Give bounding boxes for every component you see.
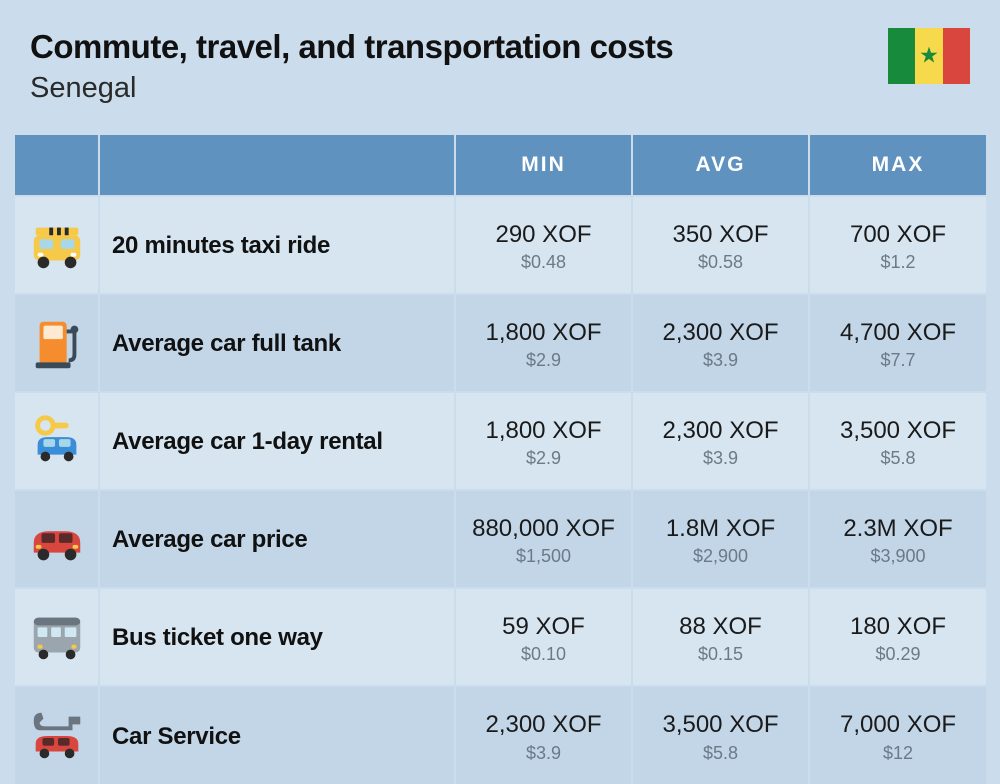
usd-value: $0.10	[464, 644, 623, 665]
usd-value: $3.9	[641, 448, 800, 469]
usd-value: $5.8	[641, 743, 800, 764]
header-blank-label	[99, 135, 455, 196]
table-row: Bus ticket one way59 XOF$0.1088 XOF$0.15…	[15, 588, 986, 686]
cell-avg: 2,300 XOF$3.9	[632, 392, 809, 490]
fuel-icon	[15, 294, 99, 392]
car-icon	[15, 490, 99, 588]
cell-max: 180 XOF$0.29	[809, 588, 986, 686]
cell-avg: 2,300 XOF$3.9	[632, 294, 809, 392]
row-label: 20 minutes taxi ride	[99, 196, 455, 294]
xof-value: 59 XOF	[464, 611, 623, 642]
xof-value: 7,000 XOF	[818, 709, 978, 740]
table-row: 20 minutes taxi ride290 XOF$0.48350 XOF$…	[15, 196, 986, 294]
usd-value: $3.9	[464, 743, 623, 764]
xof-value: 3,500 XOF	[641, 709, 800, 740]
header: Commute, travel, and transportation cost…	[0, 0, 1000, 123]
flag-stripe-green	[888, 28, 915, 84]
cell-avg: 88 XOF$0.15	[632, 588, 809, 686]
cell-avg: 3,500 XOF $5.8	[632, 686, 809, 784]
table-row: Car Service 2,300 XOF $3.9 3,500 XOF $5.8 7,0…	[15, 686, 986, 784]
usd-value: $0.48	[464, 252, 623, 273]
cell-max: 7,000 XOF $12	[809, 686, 986, 784]
usd-value: $2.9	[464, 448, 623, 469]
row-label: Car Service	[99, 686, 455, 784]
xof-value: 4,700 XOF	[818, 317, 978, 348]
cell-avg: 1.8M XOF$2,900	[632, 490, 809, 588]
usd-value: $7.7	[818, 350, 978, 371]
taxi-icon	[15, 196, 99, 294]
page-title: Commute, travel, and transportation cost…	[30, 28, 888, 66]
header-text: Commute, travel, and transportation cost…	[30, 28, 888, 105]
cell-min: 1,800 XOF$2.9	[455, 294, 632, 392]
header-avg: AVG	[632, 135, 809, 196]
cell-avg: 350 XOF$0.58	[632, 196, 809, 294]
usd-value: $3.9	[641, 350, 800, 371]
xof-value: 1,800 XOF	[464, 317, 623, 348]
header-min: MIN	[455, 135, 632, 196]
xof-value: 700 XOF	[818, 219, 978, 250]
bus-icon	[15, 588, 99, 686]
table-row: Average car 1-day rental1,800 XOF$2.92,3…	[15, 392, 986, 490]
cell-max: 700 XOF$1.2	[809, 196, 986, 294]
xof-value: 88 XOF	[641, 611, 800, 642]
xof-value: 290 XOF	[464, 219, 623, 250]
xof-value: 2,300 XOF	[641, 317, 800, 348]
xof-value: 2,300 XOF	[464, 709, 623, 740]
cell-min: 880,000 XOF$1,500	[455, 490, 632, 588]
usd-value: $0.29	[818, 644, 978, 665]
table-row: Average car price880,000 XOF$1,5001.8M X…	[15, 490, 986, 588]
cell-max: 4,700 XOF$7.7	[809, 294, 986, 392]
row-label: Average car full tank	[99, 294, 455, 392]
usd-value: $0.58	[641, 252, 800, 273]
xof-value: 180 XOF	[818, 611, 978, 642]
cell-min: 59 XOF$0.10	[455, 588, 632, 686]
row-label: Average car 1-day rental	[99, 392, 455, 490]
usd-value: $2.9	[464, 350, 623, 371]
cell-min: 1,800 XOF$2.9	[455, 392, 632, 490]
usd-value: $0.15	[641, 644, 800, 665]
cell-max: 2.3M XOF$3,900	[809, 490, 986, 588]
flag-stripe-red	[943, 28, 970, 84]
header-max: MAX	[809, 135, 986, 196]
country-subtitle: Senegal	[30, 72, 888, 105]
row-label: Average car price	[99, 490, 455, 588]
xof-value: 3,500 XOF	[818, 415, 978, 446]
flag-star-icon: ★	[919, 45, 939, 67]
flag-senegal: ★	[888, 28, 970, 84]
rental-icon	[15, 392, 99, 490]
row-label: Bus ticket one way	[99, 588, 455, 686]
usd-value: $1.2	[818, 252, 978, 273]
xof-value: 350 XOF	[641, 219, 800, 250]
usd-value: $1,500	[464, 546, 623, 567]
usd-value: $5.8	[818, 448, 978, 469]
usd-value: $12	[818, 743, 978, 764]
header-blank-icon	[15, 135, 99, 196]
cell-max: 3,500 XOF$5.8	[809, 392, 986, 490]
xof-value: 1,800 XOF	[464, 415, 623, 446]
cell-min: 290 XOF$0.48	[455, 196, 632, 294]
costs-table: MIN AVG MAX 20 minutes taxi ride290 XOF$…	[15, 135, 986, 784]
xof-value: 1.8M XOF	[641, 513, 800, 544]
table-row: Average car full tank1,800 XOF$2.92,300 …	[15, 294, 986, 392]
xof-value: 2,300 XOF	[641, 415, 800, 446]
cell-min: 2,300 XOF $3.9	[455, 686, 632, 784]
service-icon	[15, 686, 99, 784]
usd-value: $3,900	[818, 546, 978, 567]
table-header-row: MIN AVG MAX	[15, 135, 986, 196]
xof-value: 880,000 XOF	[464, 513, 623, 544]
usd-value: $2,900	[641, 546, 800, 567]
xof-value: 2.3M XOF	[818, 513, 978, 544]
